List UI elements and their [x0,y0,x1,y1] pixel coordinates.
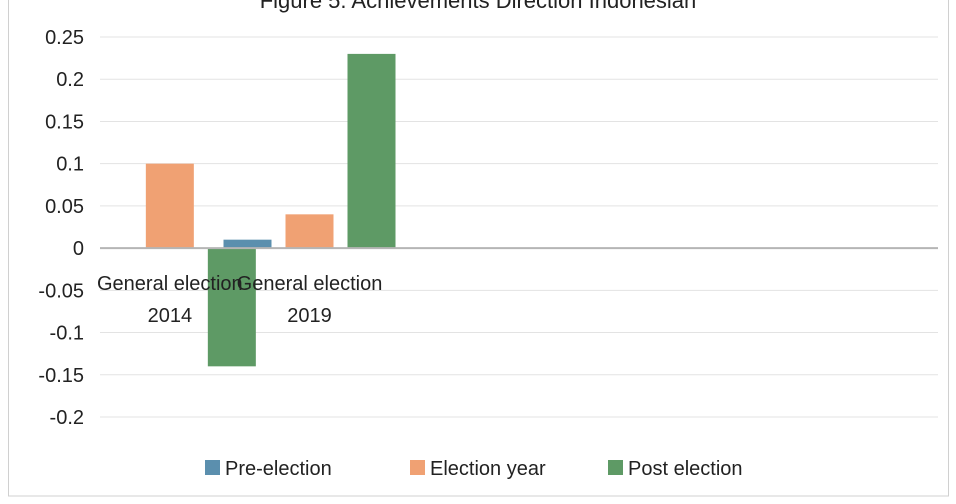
y-tick-label: 0 [73,238,84,260]
category-label: General election [237,273,383,295]
y-tick-label: 0.05 [45,196,84,218]
y-tick-label: 0.1 [56,154,84,176]
category-labels: General election 2014 General election 2019 [97,273,382,327]
legend-swatch [205,460,220,475]
legend-label: Election year [430,458,546,480]
category-label: General election [97,273,243,295]
category-label: 2014 [148,305,193,327]
y-tick-label: -0.05 [38,280,84,302]
y-tick-label: -0.2 [50,407,84,429]
y-tick-label: 0.25 [45,27,84,49]
y-axis-tick-labels: 0.25 0.2 0.15 0.1 0.05 0 -0.05 -0.1 -0.15 -0.2 [38,27,84,429]
y-tick-label: -0.1 [50,323,84,345]
bars [145,53,396,367]
chart-title: Figure 5. Achievements Direction Indones… [260,0,697,13]
bar-election-year [145,163,194,249]
y-tick-label: -0.15 [38,365,84,387]
legend-label: Pre-election [225,458,332,480]
bar-post-election [207,248,256,367]
legend-label: Post election [628,458,743,480]
bar-post-election [347,53,396,249]
legend: Pre-election Election year Post election [205,458,743,480]
bar-election-year [285,214,334,249]
legend-swatch [410,460,425,475]
y-tick-label: 0.2 [56,69,84,91]
y-tick-label: 0.15 [45,111,84,133]
category-label: 2019 [287,305,332,327]
legend-swatch [608,460,623,475]
bar-pre-election [223,239,272,249]
